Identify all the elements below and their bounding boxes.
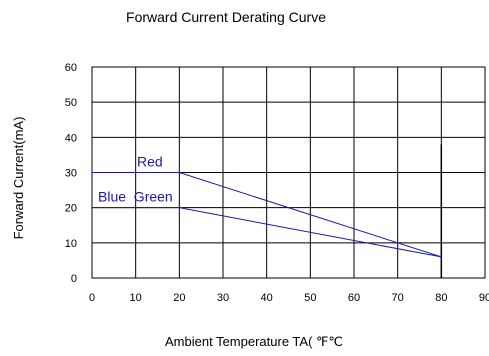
y-tick-label: 60 <box>65 62 77 74</box>
y-tick-label: 20 <box>65 203 77 215</box>
x-tick-label: 50 <box>304 292 316 304</box>
x-tick-label: 0 <box>89 292 95 304</box>
x-tick-label: 60 <box>348 292 360 304</box>
x-tick-label: 70 <box>392 292 404 304</box>
y-axis-label: Forward Current(mA) <box>11 117 26 240</box>
series-label-1: Blue Green <box>98 189 173 205</box>
x-tick-label: 40 <box>261 292 273 304</box>
x-tick-label: 90 <box>479 292 489 304</box>
x-tick-label: 30 <box>217 292 229 304</box>
plot-grid <box>91 66 486 279</box>
series-label-0: Red <box>137 154 163 170</box>
x-tick-label: 80 <box>435 292 447 304</box>
y-tick-label: 0 <box>71 273 77 285</box>
x-axis-label: Ambient Temperature TA( ℉℃ <box>165 334 343 349</box>
x-tick-label: 20 <box>173 292 185 304</box>
x-tick-label: 10 <box>130 292 142 304</box>
series-lines: Red Blue Green <box>92 144 443 278</box>
tick-labels: 0 10 20 30 40 50 60 70 80 90 0 10 20 30 40 50 60 <box>65 62 489 304</box>
y-tick-label: 40 <box>65 132 77 144</box>
y-tick-label: 50 <box>65 97 77 109</box>
y-tick-label: 30 <box>65 168 77 180</box>
series-line-0 <box>92 172 442 258</box>
chart-title: Forward Current Derating Curve <box>126 9 326 25</box>
y-tick-label: 10 <box>65 238 77 250</box>
series-line-1 <box>92 207 442 258</box>
